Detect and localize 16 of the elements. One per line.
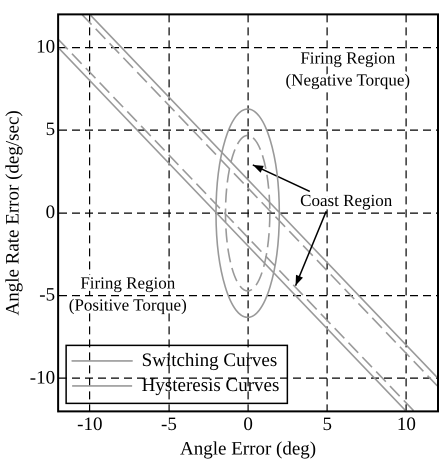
y-tick-label: 5	[46, 119, 56, 140]
x-tick-label: 10	[396, 414, 416, 435]
x-tick-label: 5	[322, 414, 332, 435]
annotation: Firing Region (Positive Torque)	[68, 274, 187, 315]
legend-label: Hysteresis Curves	[142, 374, 280, 396]
y-axis-title: Angle Rate Error (deg/sec)	[2, 110, 24, 316]
y-tick-label: 10	[36, 36, 56, 58]
x-tick-label: -10	[77, 414, 102, 435]
y-tick-label: -5	[39, 284, 56, 306]
y-tick-label: -10	[30, 367, 56, 388]
annotation: Firing Region (Negative Torque)	[286, 48, 410, 90]
legend-label: Switching Curves	[142, 350, 278, 371]
x-tick-label: 0	[243, 414, 253, 435]
x-tick-label: -5	[161, 414, 177, 435]
x-axis-title: Angle Error (deg)	[180, 438, 316, 460]
y-tick-label: 0	[46, 202, 56, 223]
